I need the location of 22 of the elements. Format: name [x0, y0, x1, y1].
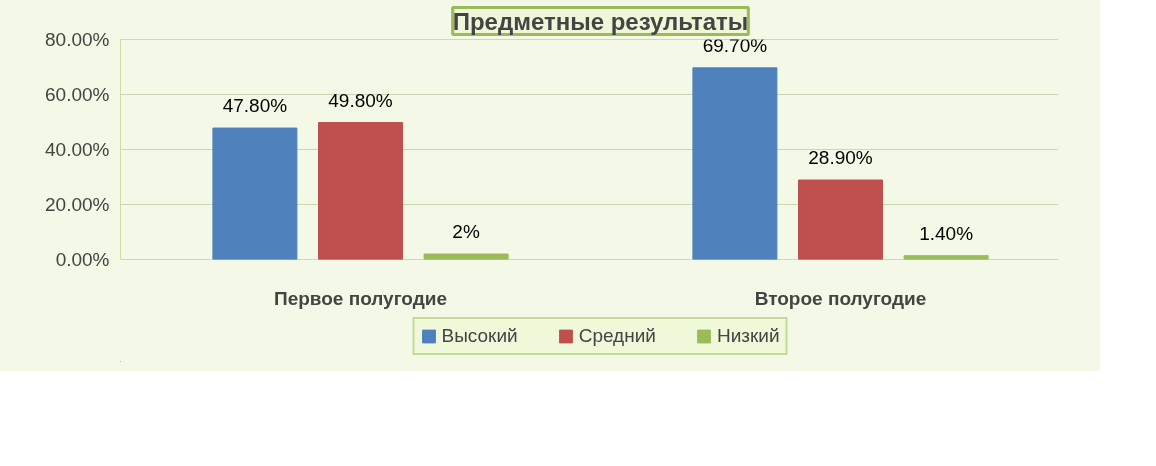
- bar: [423, 253, 509, 260]
- y-tick-label: 60.00%: [45, 84, 110, 105]
- legend-label: Низкий: [716, 325, 780, 347]
- chart-title: Предметные результаты: [452, 7, 749, 35]
- y-tick-label: 20.00%: [45, 194, 110, 215]
- bar: [318, 122, 403, 260]
- data-label: 1.40%: [919, 222, 974, 244]
- data-label: 28.90%: [808, 147, 873, 169]
- legend-label: Средний: [578, 325, 656, 347]
- data-label: 47.80%: [222, 95, 288, 117]
- data-label: 49.80%: [328, 89, 393, 111]
- x-tick-label: Второе полугодие: [754, 287, 927, 309]
- y-tick-label: 80.00%: [45, 29, 110, 50]
- y-tick-label: 40.00%: [45, 139, 110, 160]
- bar: [212, 127, 298, 260]
- bar: [798, 179, 883, 260]
- x-tick-label: Первое полугодие: [273, 287, 448, 309]
- legend-label: Высокий: [441, 325, 518, 347]
- bar: [903, 255, 989, 260]
- y-tick-label: 0.00%: [55, 249, 110, 270]
- data-label: 2%: [452, 221, 480, 242]
- bar: [692, 67, 778, 260]
